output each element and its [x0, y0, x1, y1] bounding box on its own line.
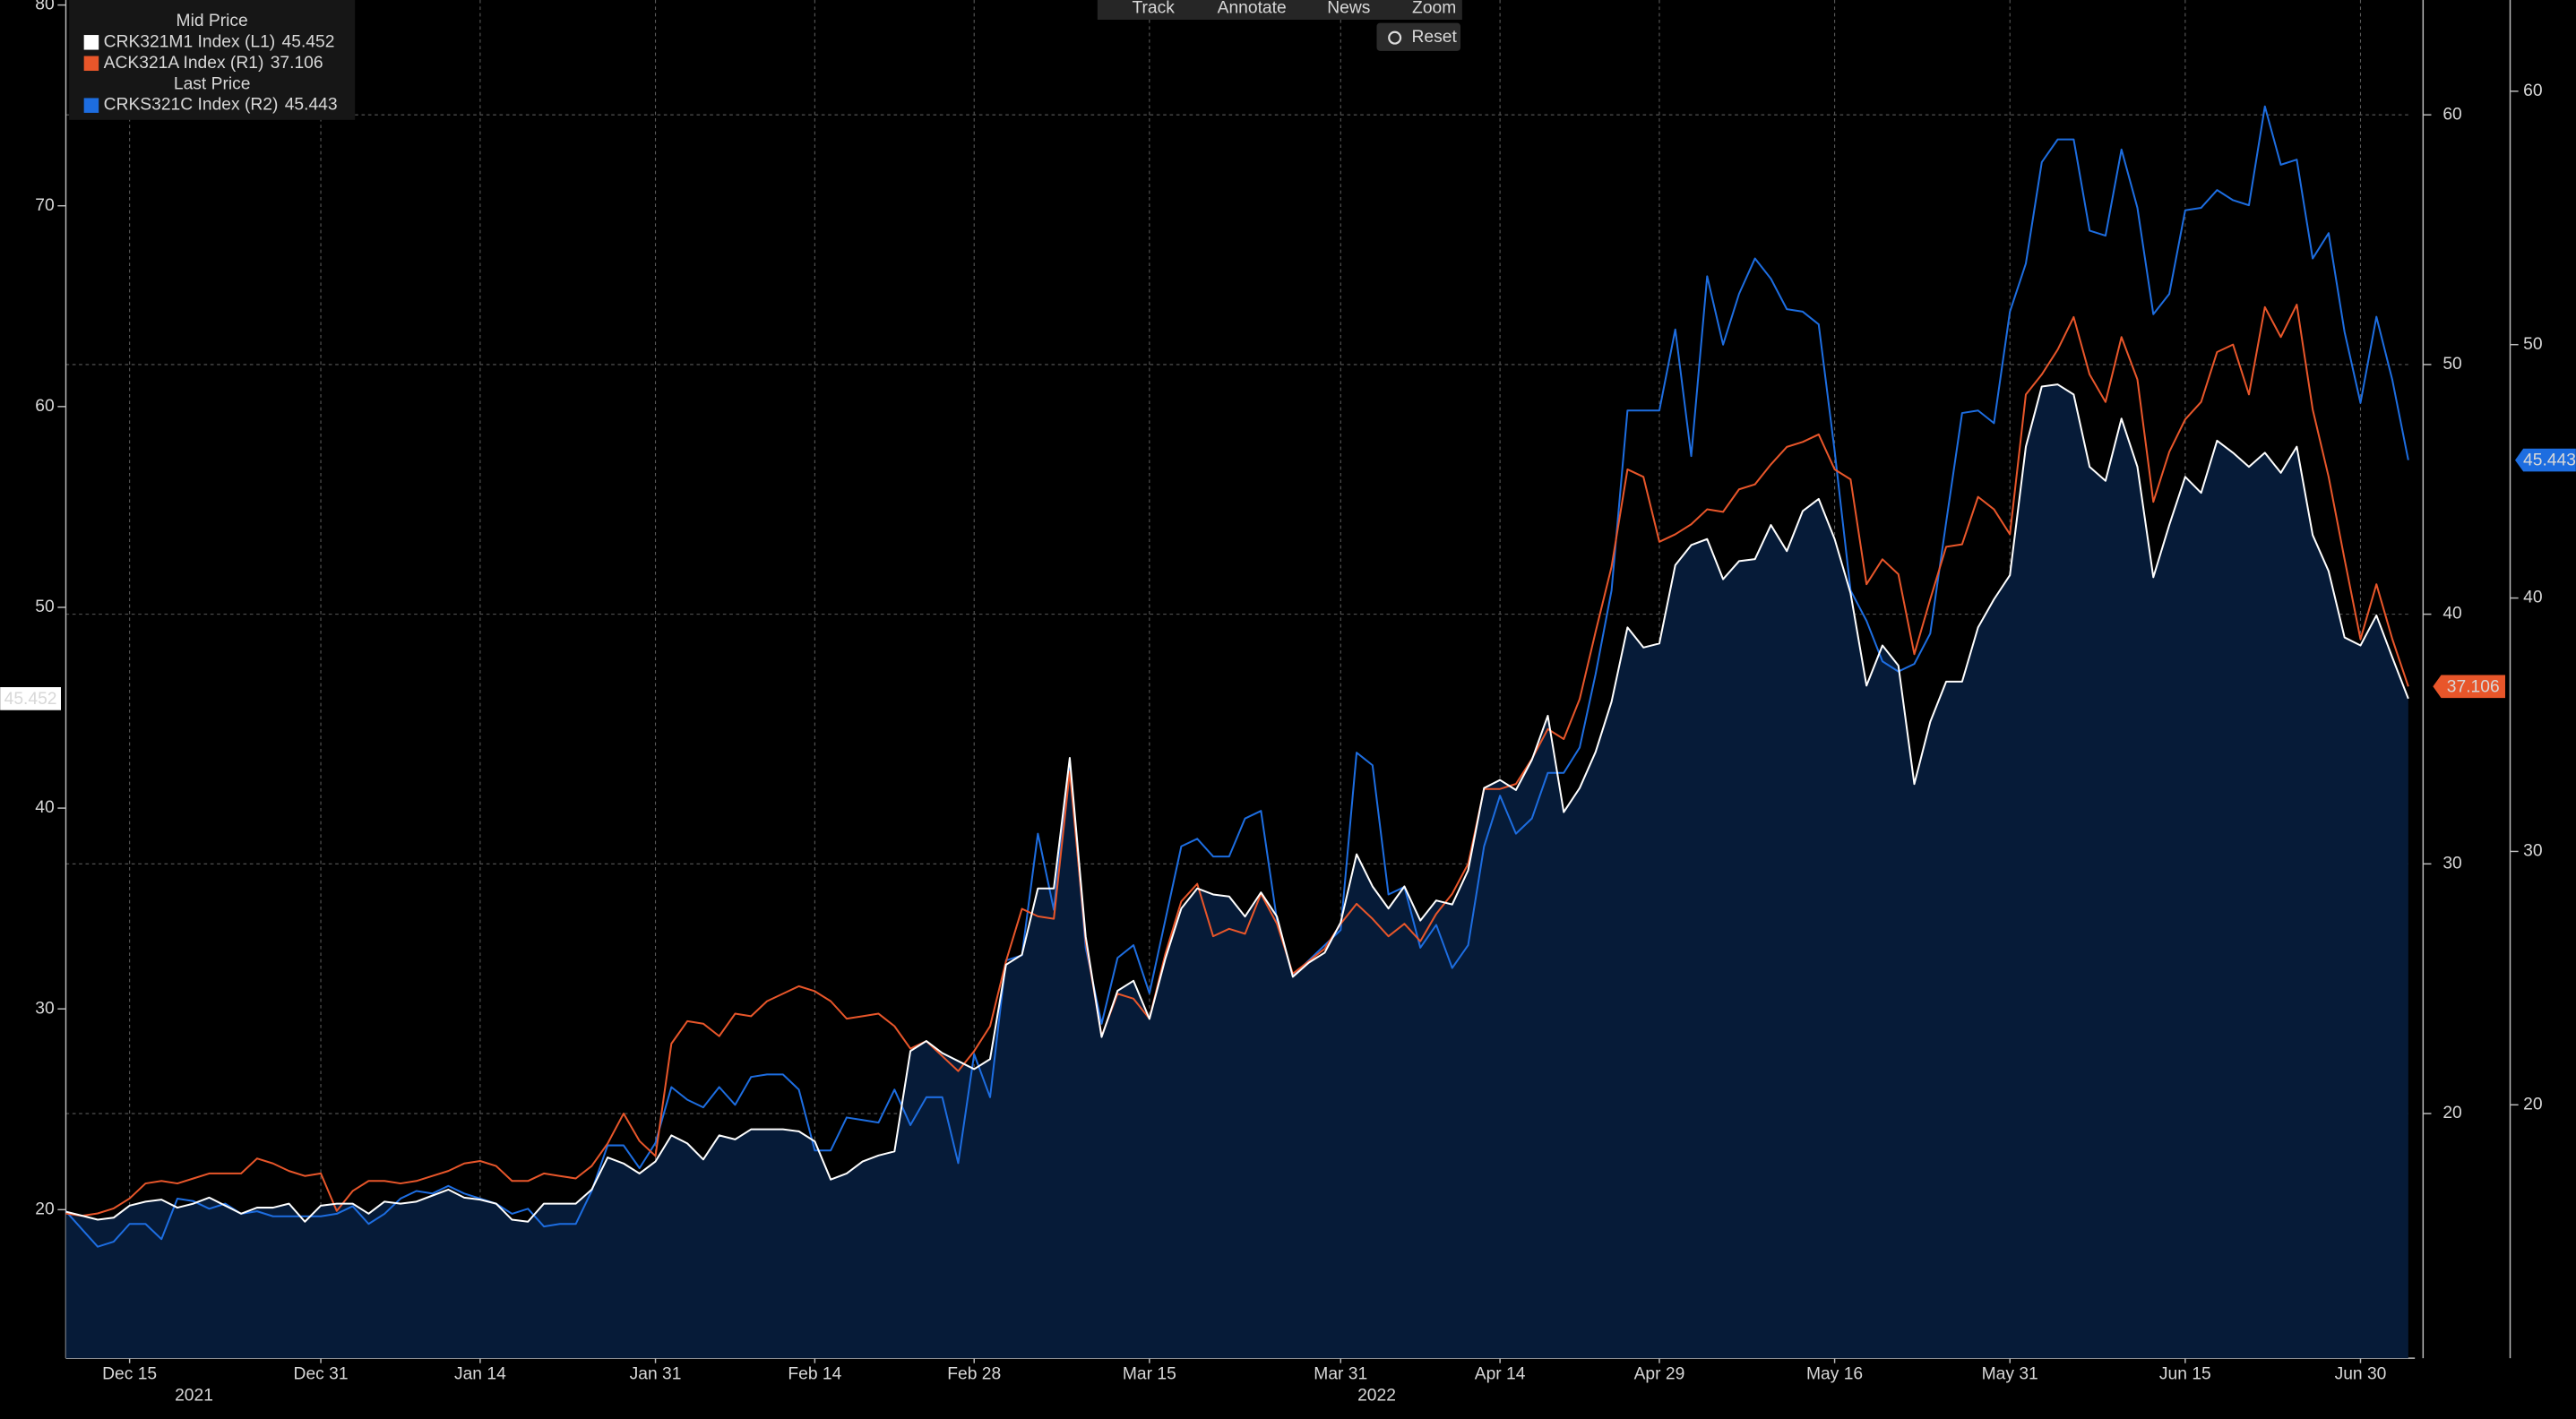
last-value-badge [0, 687, 62, 710]
y-tick-label: 20 [35, 1200, 54, 1218]
x-tick-label: Apr 14 [1475, 1365, 1526, 1384]
x-tick-label: Jan 31 [630, 1365, 682, 1384]
y-tick-label: 50 [35, 598, 54, 616]
reset-icon [1388, 30, 1402, 45]
y2-tick-label: 20 [2442, 1104, 2461, 1122]
series-area [65, 384, 2408, 1359]
x-tick-label: Apr 29 [1634, 1365, 1685, 1384]
x-tick-label: May 16 [1806, 1365, 1863, 1384]
series-line [65, 105, 2409, 1248]
x-group-label: 2022 [1357, 1386, 1396, 1405]
last-value-label: 37.106 [2447, 677, 2500, 696]
y-tick-label: 30 [35, 999, 54, 1018]
legend-group-label: Mid Price [177, 12, 248, 30]
y2-tick-label: 60 [2442, 105, 2461, 124]
zoom-button[interactable]: Zoom [1412, 0, 1456, 17]
x-tick-label: Jan 14 [454, 1365, 506, 1384]
legend-swatch [83, 35, 99, 50]
x-tick-label: Mar 15 [1123, 1365, 1176, 1384]
x-tick-label: Mar 31 [1314, 1365, 1367, 1384]
legend-last-value: 45.443 [285, 96, 338, 115]
legend-background [69, 0, 356, 120]
x-tick-label: May 31 [1982, 1365, 2038, 1384]
toolbar-background [1097, 0, 1462, 20]
y3-tick-label: 50 [2523, 335, 2542, 354]
last-value-badge [2433, 675, 2505, 699]
legend-series-name: CRK321M1 Index (L1) [104, 32, 276, 51]
reset-button-background[interactable] [1376, 22, 1461, 51]
y2-tick-label: 50 [2442, 355, 2461, 374]
y2-tick-label: 30 [2442, 854, 2461, 873]
y2-tick-label: 40 [2442, 605, 2461, 624]
x-tick-label: Jun 30 [2335, 1365, 2387, 1384]
reset-button[interactable]: Reset [1412, 28, 1458, 47]
legend-series-name: ACK321A Index (R1) [104, 54, 264, 73]
last-value-label: 45.452 [4, 690, 57, 709]
legend-entry: CRKS321C Index (R2) 45.443 [104, 96, 338, 115]
legend-last-value: 45.452 [282, 32, 335, 51]
legend-group-label: Last Price [174, 74, 251, 93]
last-value-badge [2515, 448, 2576, 472]
legend-series-name: CRKS321C Index (R2) [104, 96, 279, 115]
legend: Mid Price CRK321M1 Index (L1) 45.452 ACK321… [69, 0, 356, 120]
x-tick-label: Dec 31 [294, 1365, 349, 1384]
y-tick-label: 80 [35, 0, 54, 14]
annotate-button[interactable]: Annotate [1218, 0, 1287, 17]
y3-tick-label: 30 [2523, 842, 2542, 861]
y-tick-label: 60 [35, 397, 54, 416]
y3-tick-label: 60 [2523, 82, 2542, 100]
series-line [65, 383, 2409, 1223]
x-group-label: 2021 [175, 1386, 213, 1405]
y3-tick-label: 20 [2523, 1095, 2542, 1114]
series-line [65, 304, 2409, 1217]
y3-tick-label: 40 [2523, 589, 2542, 607]
x-tick-label: Feb 14 [788, 1365, 841, 1384]
legend-swatch [83, 98, 99, 113]
legend-entry: ACK321A Index (R1) 37.106 [104, 54, 323, 73]
last-value-label: 45.443 [2523, 452, 2576, 470]
x-tick-label: Jun 15 [2159, 1365, 2211, 1384]
news-button[interactable]: News [1327, 0, 1370, 17]
legend-entry: CRK321M1 Index (L1) 45.452 [104, 32, 335, 51]
x-tick-label: Feb 28 [947, 1365, 1001, 1384]
y-tick-label: 40 [35, 798, 54, 817]
x-tick-label: Dec 15 [102, 1365, 157, 1384]
legend-last-value: 37.106 [271, 54, 323, 73]
y-tick-label: 70 [35, 196, 54, 215]
legend-swatch [83, 56, 99, 72]
toolbar: Track Annotate News Zoom Reset [1097, 0, 1462, 51]
track-button[interactable]: Track [1132, 0, 1175, 17]
